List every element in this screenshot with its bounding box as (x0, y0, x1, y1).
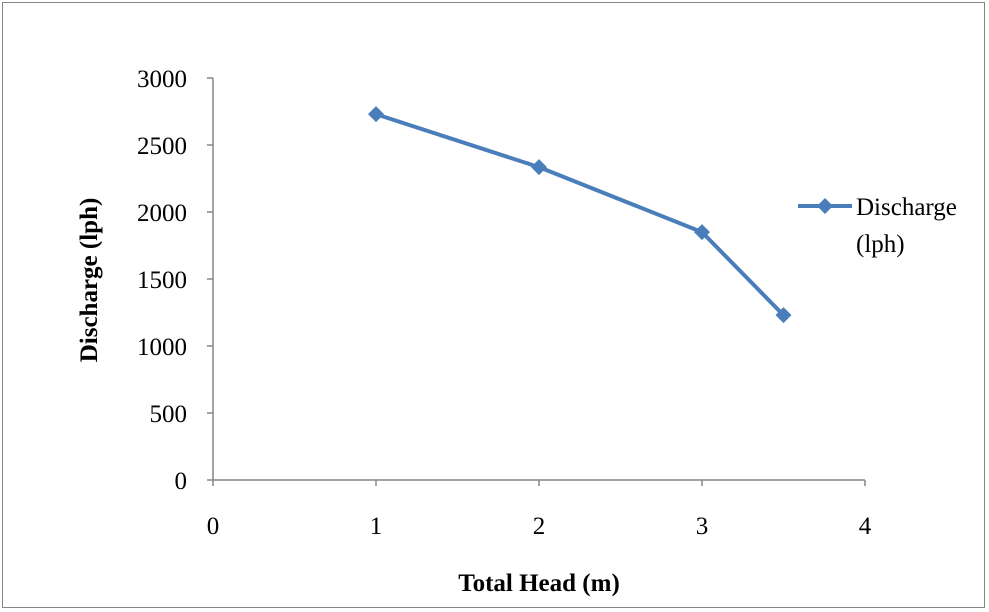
x-axis-title: Total Head (m) (458, 570, 620, 597)
series-layer (368, 106, 792, 324)
x-tick-label: 3 (696, 513, 709, 540)
legend-label: (lph) (856, 231, 905, 258)
x-tick-label: 0 (207, 513, 220, 540)
legend: Discharge (lph) (798, 194, 957, 258)
tick-labels: 0 1 2 3 4 0 500 1000 1500 2000 2500 3000 (137, 66, 872, 540)
y-tick-label: 1000 (137, 334, 187, 361)
data-point-marker (775, 307, 792, 324)
y-axis-title: Discharge (lph) (76, 198, 103, 363)
y-tick-label: 2500 (137, 133, 187, 160)
y-tick-label: 0 (175, 468, 188, 495)
y-tick-label: 500 (150, 401, 188, 428)
ticks (207, 77, 866, 486)
x-tick-label: 4 (859, 513, 872, 540)
data-point-marker (694, 224, 710, 241)
y-tick-label: 3000 (137, 66, 187, 93)
x-tick-label: 2 (533, 513, 546, 540)
data-point-marker (531, 159, 547, 176)
y-tick-label: 2000 (137, 200, 187, 227)
legend-label: Discharge (856, 194, 957, 221)
x-tick-label: 1 (370, 513, 383, 540)
series-line (375, 112, 785, 317)
data-point-marker (368, 106, 384, 123)
axes (212, 78, 865, 481)
y-tick-label: 1500 (137, 267, 187, 294)
legend-marker (817, 198, 833, 214)
